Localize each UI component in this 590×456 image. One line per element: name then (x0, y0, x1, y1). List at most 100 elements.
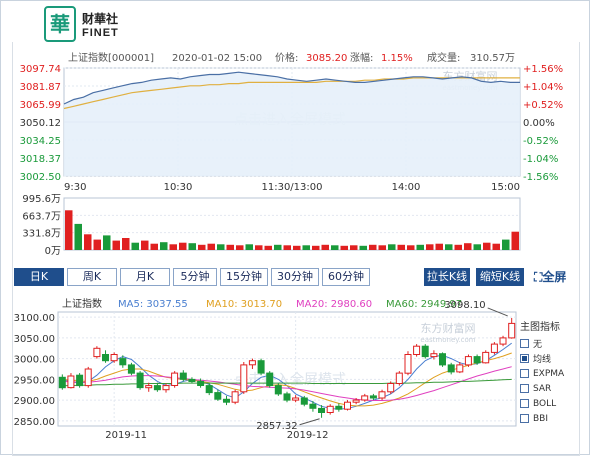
volume-bar (198, 244, 206, 250)
y-tick-left: 3097.74 (20, 64, 61, 75)
ma10-line (62, 352, 512, 407)
checkbox[interactable] (520, 369, 529, 378)
candle-body (378, 391, 386, 399)
volume-label: 成交量: (427, 51, 460, 64)
volume-bar (312, 245, 320, 250)
volume-bar (122, 238, 130, 250)
kline-y-tick: 3050.00 (14, 334, 55, 345)
volume-bar (473, 244, 481, 250)
option-label: 无 (533, 340, 543, 350)
candle-body (162, 385, 170, 391)
volume-value: 310.57万 (470, 53, 515, 64)
kline-source-mark: 东方财富网 (421, 321, 476, 335)
indicator-panel: 主图指标 无 均线 EXPMA SAR BOLL BBI (520, 318, 564, 426)
fullscreen-button[interactable]: ⛶全屏 (534, 268, 566, 285)
candle-body (67, 375, 75, 389)
volume-bar (65, 210, 73, 250)
y-tick-left: 3081.87 (20, 82, 61, 93)
volume-bar (74, 223, 82, 250)
volume-y-tick: 995.6万 (22, 194, 61, 205)
candle-body (266, 372, 274, 387)
candle-body (84, 368, 92, 387)
kline-y-tick: 2950.00 (14, 375, 55, 386)
tab-15min[interactable]: 15分钟 (220, 268, 268, 286)
volume-bar (274, 244, 282, 250)
volume-bar (435, 243, 443, 250)
tab-5min[interactable]: 5分钟 (173, 268, 217, 286)
indicator-option-sar[interactable]: SAR (520, 381, 564, 396)
indicator-option-bbi[interactable]: BBI (520, 411, 564, 426)
x-tick: 15:00 (491, 182, 520, 193)
low-annotation: 2857.32 (256, 421, 297, 432)
candle-body (482, 351, 490, 364)
volume-bar (483, 242, 491, 250)
volume-plot-border (63, 197, 521, 251)
volume-bar (369, 244, 377, 250)
tab-month-k[interactable]: 月K (120, 268, 170, 286)
candle-body (205, 385, 213, 394)
kline-plot-border (57, 311, 517, 427)
kline-y-tick: 3000.00 (14, 355, 55, 366)
volume-bar (103, 235, 111, 250)
tab-week-k[interactable]: 周K (67, 268, 117, 286)
candle-body (387, 383, 395, 393)
change-value: 1.15% (381, 53, 413, 64)
indicator-option-ma[interactable]: 均线 (520, 351, 564, 366)
y-tick-left: 3018.37 (20, 154, 61, 165)
candle-body (499, 337, 507, 345)
x-tick: 14:00 (392, 182, 421, 193)
volume-bar (93, 239, 101, 250)
volume-bar (150, 243, 158, 250)
indicator-option-expma[interactable]: EXPMA (520, 366, 564, 381)
checkbox[interactable] (520, 399, 529, 408)
tab-60min[interactable]: 60分钟 (322, 268, 370, 286)
candle-body (361, 395, 369, 401)
volume-bar (207, 243, 215, 250)
tab-day-k[interactable]: 日K (14, 268, 64, 286)
candle-body (447, 364, 455, 373)
volume-bar (160, 242, 168, 250)
shrink-kline-button[interactable]: 缩短K线 (476, 268, 524, 286)
volume-bar (511, 231, 519, 250)
volume-bar (502, 239, 510, 250)
candle-body (395, 372, 403, 385)
candle-body (231, 391, 239, 403)
legend-ma20: MA20: 2980.60 (296, 299, 372, 310)
legend-ma10: MA10: 3013.70 (206, 299, 282, 310)
kline-y-tick: 2900.00 (14, 396, 55, 407)
checkbox[interactable] (520, 339, 529, 348)
volume-y-tick: 0万 (45, 246, 61, 257)
kline-y-tick: 3100.00 (14, 313, 55, 324)
stretch-kline-button[interactable]: 拉长K线 (424, 268, 470, 286)
candle-body (153, 385, 161, 391)
candle-body (369, 395, 377, 399)
price-area (64, 72, 520, 176)
kline-x-tick: 2019-11 (105, 430, 147, 441)
x-tick: 9:30 (64, 182, 86, 193)
candle-body (110, 354, 118, 362)
volume-bar (84, 234, 92, 250)
indicator-option-boll[interactable]: BOLL (520, 396, 564, 411)
candle-body (413, 345, 421, 356)
volume-bar (416, 244, 424, 250)
candle-body (197, 380, 205, 386)
y-tick-right: +1.56% (523, 64, 563, 75)
checkbox[interactable] (520, 384, 529, 393)
price-label: 价格: (275, 51, 298, 64)
kline-source-url: eastmoney.com (420, 336, 475, 344)
y-tick-left: 3050.12 (20, 118, 61, 129)
indicator-option-none[interactable]: 无 (520, 336, 564, 351)
candle-body (318, 407, 325, 413)
option-label: SAR (533, 383, 552, 394)
y-tick-right: -0.52% (523, 136, 558, 147)
candle-body (188, 378, 196, 382)
option-label: EXPMA (533, 368, 565, 379)
finet-logo: 華 财華社 FINET (44, 6, 124, 46)
volume-y-tick: 663.7万 (22, 211, 61, 222)
option-label: BBI (533, 413, 549, 424)
checkbox[interactable] (520, 414, 529, 423)
checkbox-checked[interactable] (520, 354, 529, 363)
candle-body (352, 399, 360, 403)
tab-30min[interactable]: 30分钟 (271, 268, 319, 286)
